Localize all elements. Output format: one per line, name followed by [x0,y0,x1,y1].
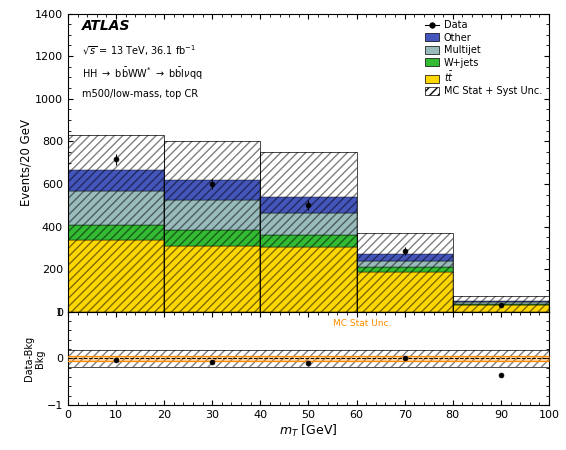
Bar [357,254,453,261]
Text: ATLAS: ATLAS [83,19,131,33]
Bar [260,213,357,235]
Bar [357,261,453,267]
Bar [164,141,260,312]
Bar [453,302,549,304]
Bar [453,306,549,312]
Text: m500/low-mass, top CR: m500/low-mass, top CR [83,89,199,99]
Bar [164,246,260,312]
Bar [260,152,357,312]
Bar [357,267,453,272]
Bar [260,235,357,247]
Text: $\sqrt{s}$ = 13 TeV, 36.1 fb$^{-1}$: $\sqrt{s}$ = 13 TeV, 36.1 fb$^{-1}$ [83,43,196,58]
Bar [164,180,260,200]
Bar [260,152,357,312]
Bar [68,135,164,312]
Bar [357,233,453,312]
X-axis label: $m_T$ [GeV]: $m_T$ [GeV] [279,423,338,439]
Y-axis label: Events/20 GeV: Events/20 GeV [19,119,32,206]
Bar [164,200,260,230]
Bar [68,240,164,312]
Bar [260,197,357,213]
Bar [68,350,549,367]
Bar [68,170,164,191]
Bar [164,230,260,246]
Bar [357,272,453,312]
Text: HH $\rightarrow$ b$\bar{\mathrm{b}}$WW$^{*}$ $\rightarrow$ b$\bar{\mathrm{b}}$l$: HH $\rightarrow$ b$\bar{\mathrm{b}}$WW$^… [83,66,203,82]
Bar [68,225,164,240]
Bar [68,191,164,225]
Bar [260,247,357,312]
Bar [453,304,549,306]
Y-axis label: Data-Bkg
Bkg: Data-Bkg Bkg [24,336,45,381]
Bar [357,233,453,312]
Bar [68,350,549,367]
Bar [453,296,549,312]
Bar [453,296,549,312]
Bar [68,135,164,312]
Legend: Data, Other, Multijet, W+jets, $t\bar{t}$, MC Stat + Syst Unc.: Data, Other, Multijet, W+jets, $t\bar{t}… [423,18,544,99]
Bar [164,141,260,312]
Bar [453,301,549,302]
Text: MC Stat Unc.: MC Stat Unc. [333,319,391,328]
